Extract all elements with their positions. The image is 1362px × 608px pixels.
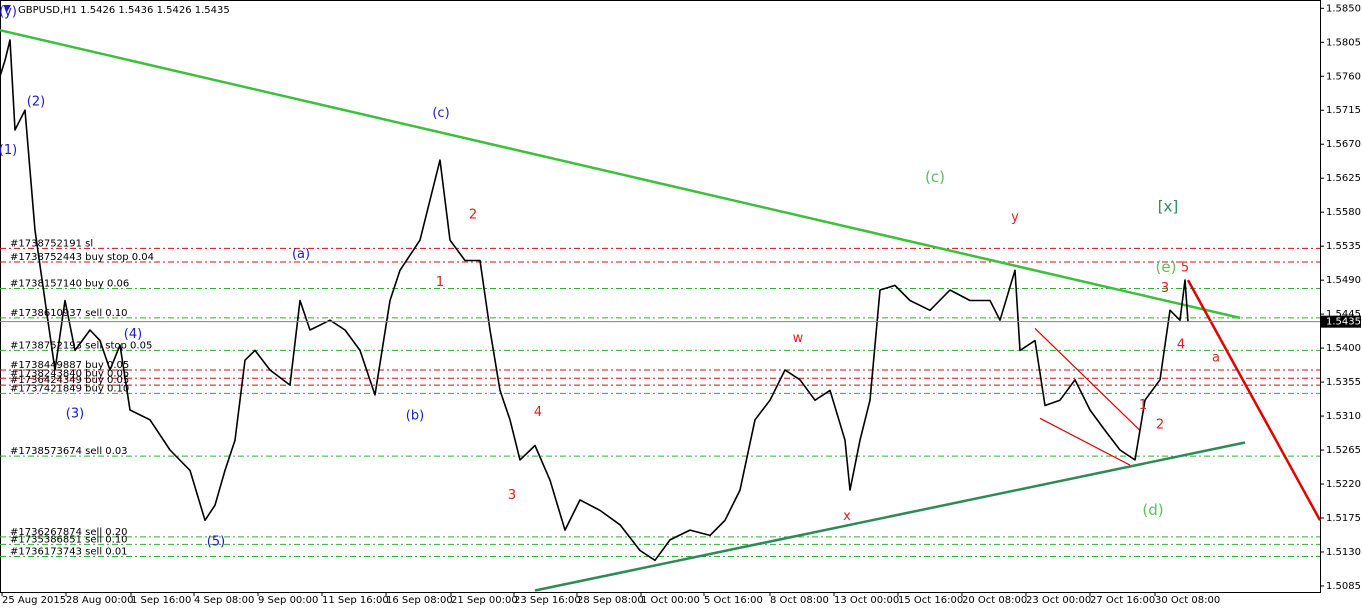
y-tick-label: 1.5535 bbox=[1326, 241, 1361, 252]
x-tick-label: 1 Sep 16:00 bbox=[131, 595, 191, 606]
y-tick-label: 1.5670 bbox=[1326, 139, 1361, 150]
order-label: #1738449887 buy 0.05 bbox=[10, 360, 129, 371]
x-tick-label: 25 Aug 2015 bbox=[2, 595, 66, 606]
y-tick-label: 1.5220 bbox=[1326, 479, 1361, 490]
y-tick-label: 1.5265 bbox=[1326, 445, 1361, 456]
wave-label: (4) bbox=[124, 327, 142, 342]
order-label: #1738573674 sell 0.03 bbox=[10, 446, 128, 457]
wave-label: a bbox=[1212, 350, 1220, 365]
x-tick-label: 23 Sep 16:00 bbox=[514, 595, 581, 606]
order-label: #1738610937 sell 0.10 bbox=[10, 308, 128, 319]
x-tick-label: 4 Sep 08:00 bbox=[194, 595, 254, 606]
trend-line bbox=[1034, 328, 1141, 431]
wave-label: (3) bbox=[66, 406, 84, 421]
wave-label: [x] bbox=[1158, 197, 1179, 215]
order-label: #1736424349 buy 0.05 bbox=[10, 375, 129, 386]
wave-label: (a) bbox=[292, 247, 310, 262]
current-price-box bbox=[1321, 315, 1361, 328]
wave-label: (b) bbox=[406, 409, 424, 424]
y-tick-label: 1.5805 bbox=[1326, 37, 1361, 48]
x-tick-label: 15 Oct 16:00 bbox=[898, 595, 963, 606]
y-tick-label: 1.5130 bbox=[1326, 547, 1361, 558]
wave-label: 3 bbox=[508, 488, 516, 503]
x-tick-label: 1 Oct 00:00 bbox=[641, 595, 700, 606]
order-label: #1736173743 sell 0.01 bbox=[10, 547, 128, 558]
order-label: #1738157140 buy 0.06 bbox=[10, 278, 129, 289]
wave-label: (c) bbox=[925, 168, 945, 186]
chart-title: GBPUSD,H1 1.5426 1.5436 1.5426 1.5435 bbox=[18, 5, 230, 16]
y-tick-label: 1.5625 bbox=[1326, 173, 1361, 184]
y-tick-label: 1.5085 bbox=[1326, 581, 1361, 592]
x-tick-label: 16 Sep 08:00 bbox=[386, 595, 453, 606]
menu-icon[interactable] bbox=[3, 5, 11, 12]
x-tick-label: 23 Oct 00:00 bbox=[1026, 595, 1091, 606]
wave-label: 1 bbox=[1139, 398, 1147, 413]
wave-label: (c) bbox=[432, 106, 449, 121]
y-tick-label: 1.5490 bbox=[1326, 275, 1361, 286]
order-label: #1738752193 sell stop 0.05 bbox=[10, 340, 152, 351]
x-tick-label: 21 Sep 00:00 bbox=[451, 595, 518, 606]
wave-label: (2) bbox=[27, 94, 45, 109]
wave-label: 4 bbox=[534, 405, 542, 420]
y-tick-label: 1.5445 bbox=[1326, 309, 1361, 320]
wave-label: 2 bbox=[469, 208, 477, 223]
x-tick-label: 9 Sep 00:00 bbox=[258, 595, 318, 606]
x-tick-label: 5 Oct 16:00 bbox=[704, 595, 763, 606]
x-tick-label: 13 Oct 00:00 bbox=[834, 595, 899, 606]
y-tick-label: 1.5715 bbox=[1326, 105, 1361, 116]
wave-label: (y) bbox=[0, 5, 17, 20]
trend-line bbox=[0, 28, 1241, 320]
order-label: #1738243840 buy 0.05 bbox=[10, 368, 129, 379]
order-label: #1738752191 sl bbox=[10, 238, 93, 249]
wave-label: (d) bbox=[1142, 501, 1163, 519]
trend-line bbox=[1039, 417, 1131, 466]
price-line bbox=[0, 39, 1189, 562]
y-tick-label: 1.5175 bbox=[1326, 513, 1361, 524]
trend-line bbox=[534, 441, 1246, 592]
order-label: #1736267874 sell 0.20 bbox=[10, 527, 128, 538]
current-price-label: 1.5435 bbox=[1326, 317, 1361, 328]
y-tick-label: 1.5760 bbox=[1326, 71, 1361, 82]
y-tick-label: 1.5310 bbox=[1326, 411, 1361, 422]
wave-label: 1 bbox=[436, 275, 444, 290]
order-label: #1737421849 buy 0.10 bbox=[10, 383, 129, 394]
wave-label: 3 bbox=[1161, 281, 1169, 296]
y-tick-label: 1.5850 bbox=[1326, 3, 1361, 14]
y-tick-label: 1.5580 bbox=[1326, 207, 1361, 218]
wave-label: x bbox=[843, 509, 851, 524]
x-tick-label: 28 Aug 00:00 bbox=[66, 595, 133, 606]
wave-label: 5 bbox=[1181, 261, 1189, 276]
order-label: #1735386851 sell 0.10 bbox=[10, 534, 128, 545]
plot-area bbox=[0, 0, 1321, 593]
y-tick-label: 1.5355 bbox=[1326, 377, 1361, 388]
x-tick-label: 27 Oct 16:00 bbox=[1090, 595, 1155, 606]
wave-label: 2 bbox=[1156, 418, 1164, 433]
wave-label: (e) bbox=[1156, 258, 1177, 276]
x-tick-label: 20 Oct 08:00 bbox=[962, 595, 1027, 606]
y-tick-label: 1.5400 bbox=[1326, 343, 1361, 354]
x-tick-label: 30 Oct 08:00 bbox=[1155, 595, 1220, 606]
wave-label: w bbox=[793, 331, 804, 346]
order-label: #1738752443 buy stop 0.04 bbox=[10, 252, 154, 263]
x-tick-label: 28 Sep 08:00 bbox=[577, 595, 644, 606]
wave-label: y bbox=[1011, 210, 1019, 225]
wave-label: 4 bbox=[1177, 338, 1185, 353]
x-tick-label: 8 Oct 08:00 bbox=[770, 595, 829, 606]
wave-label: (5) bbox=[207, 535, 225, 550]
x-tick-label: 11 Sep 16:00 bbox=[322, 595, 389, 606]
wave-label: (1) bbox=[0, 143, 17, 158]
trend-line bbox=[1186, 279, 1322, 521]
